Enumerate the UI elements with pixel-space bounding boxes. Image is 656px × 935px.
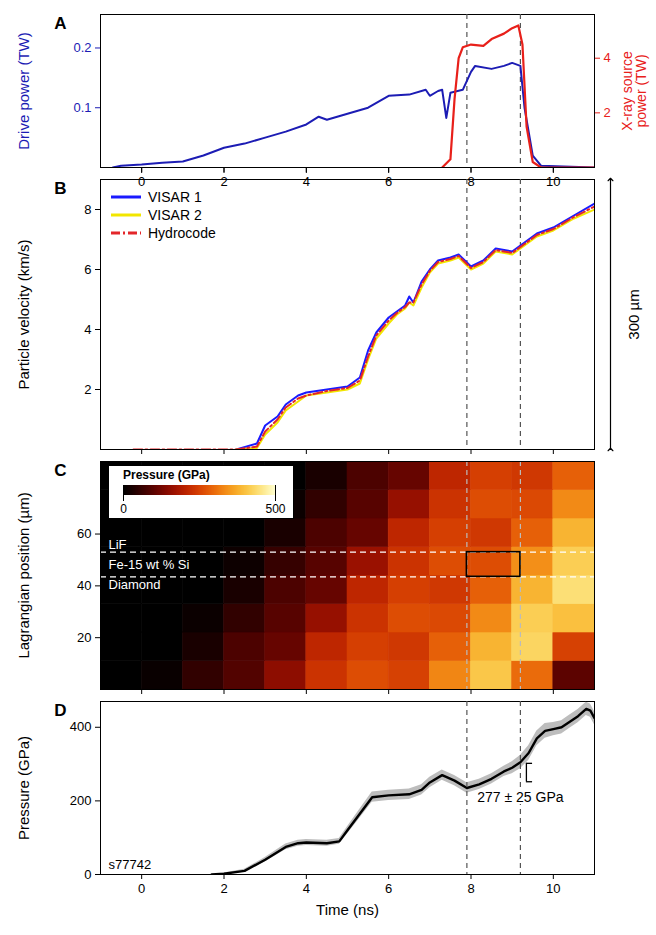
svg-text:200: 200 <box>70 793 92 808</box>
svg-text:60: 60 <box>77 526 91 541</box>
svg-text:Fe-15 wt % Si: Fe-15 wt % Si <box>109 557 190 572</box>
svg-text:277 ± 25 GPa: 277 ± 25 GPa <box>477 789 564 805</box>
svg-text:4: 4 <box>604 50 611 65</box>
svg-text:A: A <box>54 14 66 33</box>
svg-text:s77742: s77742 <box>109 857 152 872</box>
svg-text:10: 10 <box>546 881 560 896</box>
html-text:VISAR 2: VISAR 2 <box>148 207 202 223</box>
svg-text:D: D <box>54 701 66 720</box>
svg-text:8: 8 <box>467 174 474 189</box>
svg-text:0: 0 <box>138 881 145 896</box>
svg-text:2: 2 <box>84 382 91 397</box>
svg-text:0.1: 0.1 <box>73 100 91 115</box>
svg-text:500: 500 <box>265 502 285 516</box>
svg-text:Pressure (GPa): Pressure (GPa) <box>123 468 210 482</box>
svg-text:Diamond: Diamond <box>109 577 161 592</box>
svg-text:0: 0 <box>84 867 91 882</box>
svg-text:400: 400 <box>70 719 92 734</box>
svg-text:2: 2 <box>220 881 227 896</box>
svg-text:6: 6 <box>385 881 392 896</box>
svg-text:0: 0 <box>138 174 145 189</box>
svg-text:300 µm: 300 µm <box>625 289 642 339</box>
svg-text:B: B <box>54 179 66 198</box>
svg-text:4: 4 <box>84 322 91 337</box>
svg-text:Pressure (GPa): Pressure (GPa) <box>15 736 32 840</box>
svg-text:2: 2 <box>604 105 611 120</box>
svg-text:LiF: LiF <box>109 537 127 552</box>
svg-text:0: 0 <box>120 502 127 516</box>
svg-text:0.2: 0.2 <box>73 40 91 55</box>
svg-text:6: 6 <box>385 174 392 189</box>
svg-text:Time (ns): Time (ns) <box>316 901 379 918</box>
svg-text:Drive power (TW): Drive power (TW) <box>15 32 32 150</box>
svg-text:Lagrangian position (µm): Lagrangian position (µm) <box>15 492 32 658</box>
svg-text:Particle velocity (km/s): Particle velocity (km/s) <box>15 239 32 389</box>
svg-text:4: 4 <box>303 881 310 896</box>
svg-text:2: 2 <box>220 174 227 189</box>
svg-text:20: 20 <box>77 630 91 645</box>
svg-text:6: 6 <box>84 262 91 277</box>
svg-text:10: 10 <box>546 174 560 189</box>
html-text:VISAR 1: VISAR 1 <box>148 189 202 205</box>
svg-text:8: 8 <box>467 881 474 896</box>
svg-text:40: 40 <box>77 578 91 593</box>
svg-text:C: C <box>54 461 66 480</box>
svg-text:8: 8 <box>84 202 91 217</box>
html-text:Hydrocode: Hydrocode <box>148 225 216 241</box>
svg-text:X-ray sourcepower (TW): X-ray sourcepower (TW) <box>619 51 649 131</box>
svg-text:4: 4 <box>303 174 310 189</box>
